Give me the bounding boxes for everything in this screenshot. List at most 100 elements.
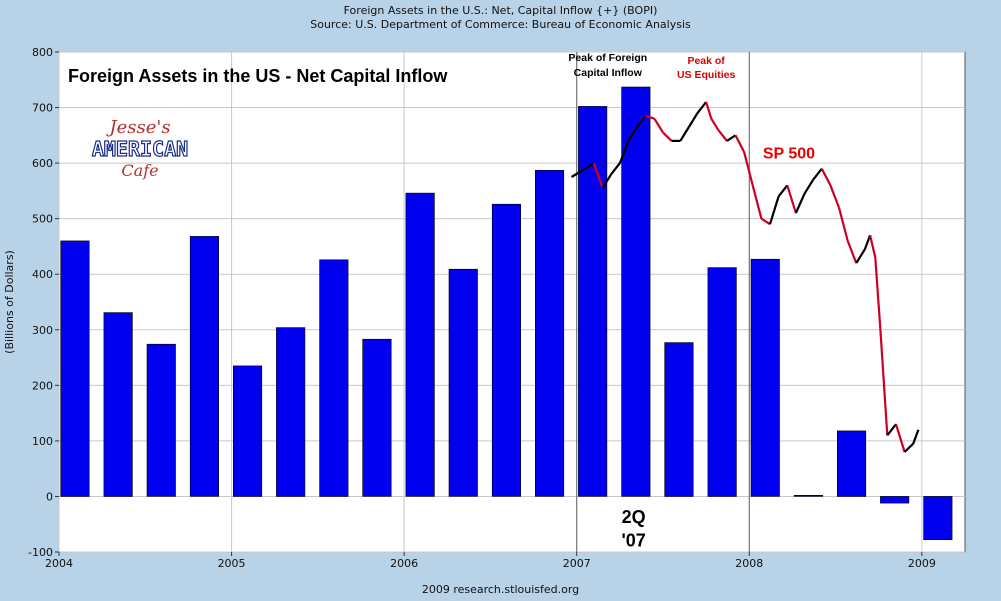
- annotation-0: Peak of Foreign: [568, 52, 647, 64]
- logo-line-1: Jesse's: [105, 117, 170, 138]
- sp500-segment: [653, 118, 664, 134]
- sp500-segment: [869, 235, 877, 258]
- sp500-segment: [696, 101, 707, 114]
- chart-header-source: Source: U.S. Department of Commerce: Bur…: [310, 18, 691, 31]
- y-tick-label: 700: [32, 102, 53, 115]
- bar-2004Q2: [103, 312, 133, 497]
- sp500-segment: [743, 151, 754, 186]
- sp500-segment: [846, 240, 858, 264]
- bar-2004Q3: [146, 343, 176, 497]
- sp500-segment: [679, 126, 690, 142]
- bar-2007Q3: [664, 342, 694, 497]
- footer-credit: 2009 research.stlouisfed.org: [421, 583, 580, 596]
- bar-2004Q1: [60, 240, 90, 497]
- y-axis: -100 0 100 200 300 400 500 600 700 800: [28, 46, 59, 559]
- bar-2006Q2: [448, 268, 478, 497]
- cafe-logo: Jesse's AMERICAN Cafe: [91, 117, 189, 180]
- sp500-segment: [687, 112, 699, 128]
- sp500-segment: [717, 129, 728, 142]
- bar-2005Q2: [276, 327, 306, 497]
- x-tick-label: 2005: [218, 557, 246, 570]
- y-tick-label: 100: [32, 435, 53, 448]
- sp500-segment: [636, 115, 647, 128]
- sp500-segment: [601, 173, 613, 189]
- sp500-segment: [812, 168, 823, 181]
- bar-2008Q1: [750, 258, 780, 497]
- chart-header-title: Foreign Assets in the U.S.: Net, Capital…: [343, 4, 658, 17]
- logo-line-2: AMERICAN: [92, 137, 188, 161]
- sp500-segment: [879, 329, 889, 436]
- sp500-segment: [662, 131, 673, 142]
- sp500-overlay: [570, 101, 920, 453]
- sp500-segment: [760, 217, 771, 226]
- y-tick-label: -100: [28, 546, 53, 559]
- x-tick-label: 2008: [735, 557, 763, 570]
- bar-2006Q1: [405, 192, 435, 497]
- sp500-segment: [710, 118, 720, 131]
- sp500-segment: [894, 423, 906, 453]
- annotation-3: US Equities: [677, 69, 736, 81]
- sp500-segment: [618, 140, 630, 164]
- y-axis-label: (Billions of Dollars): [3, 250, 16, 354]
- y-tick-label: 200: [32, 379, 53, 392]
- sp500-segment: [903, 442, 914, 453]
- sp500-segment: [627, 126, 639, 142]
- sp500-segment: [820, 168, 832, 186]
- sp500-segment: [874, 257, 882, 330]
- bar-series: [60, 86, 953, 540]
- reference-lines: [576, 52, 750, 552]
- annotation-5: 2Q: [622, 507, 646, 527]
- sp500-segment: [794, 193, 806, 214]
- x-axis: 2004 2005 2006 2007 2008 2009: [45, 552, 936, 570]
- bar-2009Q1: [923, 496, 953, 540]
- chart-title: Foreign Assets in the US - Net Capital I…: [68, 66, 448, 86]
- sp500-segment: [734, 134, 746, 153]
- sp500-segment: [584, 162, 595, 170]
- annotation-4: SP 500: [763, 146, 815, 163]
- sp500-segment: [886, 423, 897, 436]
- bar-2008Q4: [880, 496, 910, 504]
- bar-2007Q4: [707, 267, 737, 497]
- x-tick-label: 2007: [563, 557, 591, 570]
- logo-line-3: Cafe: [121, 161, 158, 180]
- annotation-1: Capital Inflow: [574, 67, 643, 79]
- bar-2007Q2: [621, 86, 651, 497]
- bar-2006Q4: [534, 170, 565, 497]
- bar-2006Q3: [491, 203, 522, 497]
- bar-2007Q1: [578, 106, 608, 497]
- sp500-segment: [768, 196, 780, 225]
- annotation-6: '07: [622, 530, 646, 550]
- sp500-segment: [855, 248, 866, 264]
- sp500-segment: [592, 162, 604, 189]
- sp500-segment: [786, 184, 797, 214]
- bar-2008Q2: [793, 494, 824, 497]
- x-tick-label: 2004: [45, 557, 73, 570]
- sp500-segment: [829, 184, 841, 208]
- bar-2004Q4: [189, 236, 219, 497]
- y-tick-label: 500: [32, 213, 53, 226]
- bar-2005Q4: [362, 338, 392, 497]
- sp500-segment: [705, 101, 713, 120]
- y-tick-label: 300: [32, 324, 53, 337]
- sp500-segment: [751, 185, 763, 219]
- sp500-segment: [803, 179, 815, 195]
- sp500-segment: [610, 162, 621, 175]
- annotations: Peak of Foreign Capital Inflow Peak of US E…: [568, 52, 815, 551]
- y-tick-label: 600: [32, 157, 53, 170]
- bar-2005Q3: [319, 259, 349, 497]
- bar-2008Q3: [836, 430, 867, 497]
- sp500-segment: [837, 207, 849, 242]
- annotation-2: Peak of: [687, 55, 725, 67]
- bar-2005Q1: [233, 365, 263, 497]
- sp500-segment: [570, 167, 586, 178]
- x-tick-label: 2009: [908, 557, 936, 570]
- x-tick-label: 2006: [390, 557, 418, 570]
- sp500-segment: [777, 184, 789, 198]
- sp500-segment: [863, 234, 872, 250]
- y-tick-label: 0: [46, 490, 53, 503]
- sp500-segment: [726, 134, 737, 142]
- sp500-segment: [912, 429, 920, 445]
- y-tick-label: 800: [32, 46, 53, 59]
